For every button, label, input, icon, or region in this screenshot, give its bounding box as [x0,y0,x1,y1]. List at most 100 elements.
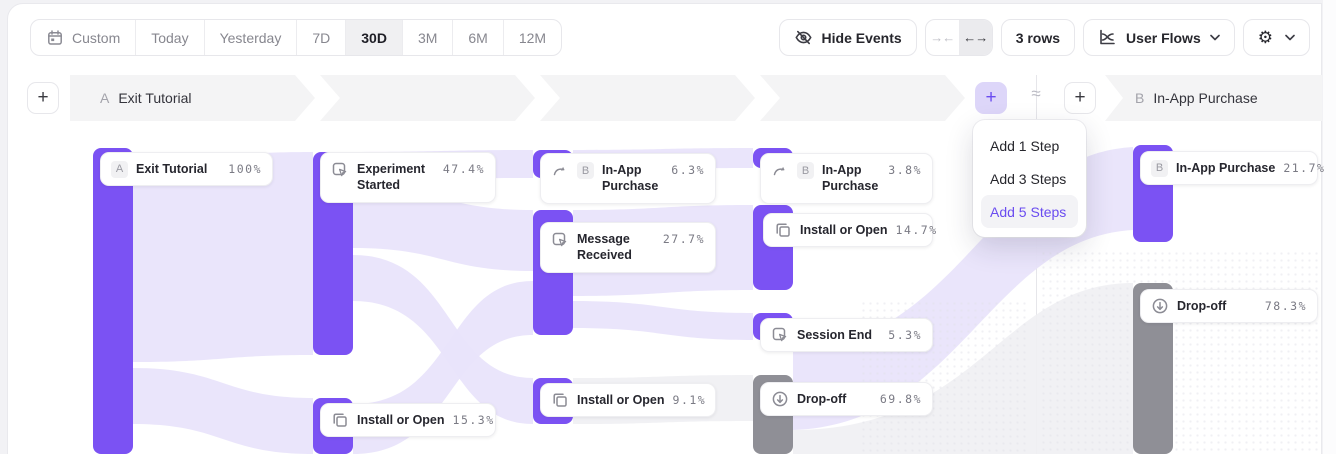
dropoff-texture [1040,250,1320,454]
flow-node-install-or-open[interactable]: Install or Open 14.7% [763,213,936,247]
add-steps-menu: Add 1 Step Add 3 Steps Add 5 Steps [973,120,1086,237]
letter-badge: A [111,160,128,178]
flow-node-message-received[interactable]: Message Received 27.7% [540,222,716,273]
node-label: Exit Tutorial [136,161,208,176]
node-value: 21.7% [1283,161,1326,175]
chevron-down-icon [1209,34,1220,41]
node-label: Session End [797,327,873,342]
date-range-label: 12M [518,29,547,46]
date-range-today[interactable]: Today [136,20,205,55]
step-a-label-group: A Exit Tutorial [70,75,315,121]
rows-button[interactable]: 3 rows [1000,19,1076,56]
flow-node-dropoff-end[interactable]: Drop-off 78.3% [1140,289,1318,323]
jump-icon [553,166,565,176]
expand-icon[interactable]: ←→ [958,20,992,55]
flow-node-experiment-started[interactable]: Experiment Started 47.4% [320,152,496,203]
hide-events-label: Hide Events [821,29,902,46]
menu-item-add-1-step[interactable]: Add 1 Step [981,129,1078,162]
flow-node-install-or-open[interactable]: Install or Open 9.1% [540,383,716,417]
approx-icon: ≈ [1031,84,1041,103]
flow-node-in-app-purchase[interactable]: B In-App Purchase 3.8% [760,153,933,204]
date-range-7d[interactable]: 7D [297,20,347,55]
node-label: In-App Purchase [1176,160,1276,175]
letter-badge: B [1151,159,1168,177]
node-label: Message Received [577,232,632,263]
copy-icon [776,223,790,237]
rows-label: 3 rows [1015,29,1061,46]
date-range-label: 30D [361,29,387,46]
date-range-label: Today [151,29,189,46]
date-range-label: Yesterday [219,29,282,46]
gear-icon: ⚙ [1257,27,1273,48]
view-selector-button[interactable]: User Flows [1083,19,1235,56]
node-value: 6.3% [671,163,705,177]
copy-icon [553,393,567,407]
letter-badge: B [577,162,594,179]
hide-events-button[interactable]: Hide Events [778,19,917,56]
right-gutter [1323,0,1336,454]
view-selector-label: User Flows [1126,29,1201,46]
menu-item-add-3-steps[interactable]: Add 3 Steps [981,162,1078,195]
node-value: 3.8% [888,163,922,177]
toolbar-right: Hide Events →← ←→ 3 rows User Flows ⚙ [778,19,1310,56]
date-range-label: Custom [72,29,121,46]
event-icon [772,327,787,342]
node-label: In-App Purchase [822,163,879,194]
date-range-label: 7D [312,29,331,46]
add-steps-button[interactable]: + [975,82,1007,114]
step-band-segment-a[interactable]: A Exit Tutorial [70,75,315,121]
node-value: 27.7% [662,232,705,246]
step-band-segment[interactable] [320,75,535,121]
step-letter: B [1135,90,1145,106]
date-range-yesterday[interactable]: Yesterday [205,20,298,55]
date-range-label: 3M [417,29,438,46]
date-range-6m[interactable]: 6M [453,20,504,55]
flow-node-session-end[interactable]: Session End 5.3% [760,318,933,352]
step-band-segment[interactable] [540,75,755,121]
eye-off-icon [795,30,812,45]
menu-item-label: Add 5 Steps [990,203,1067,220]
node-value: 5.3% [888,328,922,342]
node-value: 15.3% [452,413,495,427]
flow-node-in-app-purchase[interactable]: B In-App Purchase 6.3% [540,153,716,204]
node-label: Install or Open [800,222,888,237]
collapse-icon[interactable]: →← [930,30,955,45]
menu-item-label: Add 1 Step [990,137,1060,154]
date-range-control: Custom Today Yesterday 7D 30D 3M 6M 12M [30,19,563,56]
step-band-segment[interactable] [760,75,965,121]
chevron-down-icon [1285,34,1295,41]
node-label: Install or Open [357,412,445,427]
step-band-segment-b[interactable]: B In-App Purchase [1105,75,1322,121]
step-letter: A [100,90,110,106]
spacing-toggle: →← ←→ [924,19,993,56]
node-value: 14.7% [895,223,938,237]
node-value: 9.1% [672,393,707,407]
settings-button[interactable]: ⚙ [1242,19,1310,56]
menu-item-add-5-steps[interactable]: Add 5 Steps [981,195,1078,228]
node-value: 69.8% [879,392,922,406]
flow-bar-exit-tutorial[interactable] [93,148,133,454]
flow-node-in-app-purchase-end[interactable]: B In-App Purchase 21.7% [1140,151,1324,185]
letter-badge: B [797,162,814,179]
add-end-step-button[interactable]: + [1064,82,1096,114]
node-value: 100% [228,162,262,176]
flow-node-exit-tutorial[interactable]: A Exit Tutorial 100% [100,152,273,186]
menu-item-label: Add 3 Steps [990,170,1067,187]
date-range-3m[interactable]: 3M [403,20,454,55]
date-range-custom[interactable]: Custom [31,20,137,55]
dropoff-icon [1152,298,1168,314]
date-range-12m[interactable]: 12M [504,20,561,55]
flow-node-dropoff[interactable]: Drop-off 69.8% [760,382,933,416]
flow-node-install-or-open[interactable]: Install or Open 15.3% [320,403,496,437]
flows-chart-icon [1100,29,1115,45]
date-range-label: 6M [468,29,488,46]
node-label: Install or Open [577,392,665,407]
date-range-30d[interactable]: 30D [346,20,403,55]
node-label: Experiment Started [357,162,426,193]
node-value: 78.3% [1264,299,1307,313]
add-start-step-button[interactable]: + [27,82,59,114]
event-icon [552,232,567,247]
node-label: Drop-off [797,391,847,406]
step-name: In-App Purchase [1153,90,1258,106]
